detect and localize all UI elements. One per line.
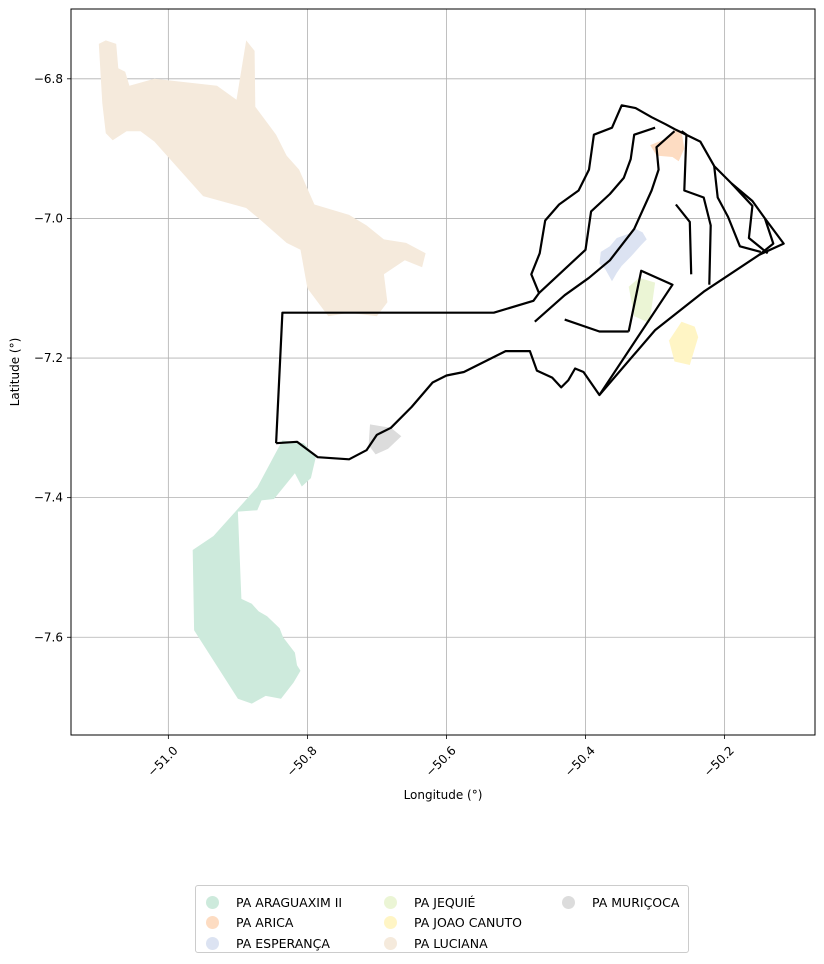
y-axis-label: Latitude (°)	[8, 338, 22, 407]
x-tick-label: −50.4	[562, 743, 598, 779]
area-pa-jequie	[628, 277, 656, 324]
legend-label: PA JOAO CANUTO	[414, 915, 522, 931]
internal-boundary-line	[680, 130, 712, 285]
y-tick-label: −7.2	[34, 351, 63, 365]
legend-swatch	[206, 936, 219, 950]
legend-label: PA JEQUIÉ	[414, 894, 476, 910]
area-pa-joao-canuto	[669, 321, 699, 365]
legend-item: PA JOAO CANUTO	[384, 913, 562, 934]
legend-item: PA ESPERANÇA	[206, 933, 384, 954]
legend-swatch	[384, 916, 397, 930]
x-tick-label: −50.6	[423, 743, 459, 779]
area-pa-araguaxim-ii	[192, 440, 316, 704]
legend-item: PA MURIÇOCA	[562, 892, 692, 913]
y-tick-label: −6.8	[34, 72, 63, 86]
area-pa-luciana	[98, 40, 426, 317]
plot-frame	[70, 8, 816, 736]
internal-boundary-line	[713, 165, 762, 253]
legend-swatch	[384, 895, 397, 909]
internal-boundary-line	[675, 203, 693, 275]
legend-label: PA ARAGUAXIM II	[236, 894, 343, 910]
x-tick-label: −50.2	[701, 743, 737, 779]
grid-lines	[71, 9, 815, 735]
area-pa-esperanca	[599, 228, 647, 282]
internal-boundary-line	[730, 182, 769, 255]
area-pa-arica	[650, 129, 685, 162]
boundary-outline	[275, 104, 785, 461]
legend-item: PA JEQUIÉ	[384, 892, 562, 913]
legend-label: PA MURIÇOCA	[592, 894, 680, 910]
x-axis-label: Longitude (°)	[404, 788, 483, 802]
internal-boundary-line	[598, 269, 674, 396]
legend-swatch	[206, 916, 219, 930]
x-tick-label: −51.0	[145, 743, 181, 779]
legend-item: PA ARAGUAXIM II	[206, 892, 384, 913]
legend-label: PA ESPERANÇA	[236, 935, 330, 951]
legend-swatch	[384, 936, 397, 950]
area-pa-muricoca	[368, 424, 402, 455]
legend-item: PA ARICA	[206, 913, 384, 934]
x-axis-ticks: −51.0 −50.8 −50.6 −50.4 −50.2	[145, 735, 737, 779]
y-axis-ticks: −6.8 −7.0 −7.2 −7.4 −7.6	[34, 72, 71, 644]
internal-boundary-line	[564, 318, 629, 333]
legend-label: PA LUCIANA	[414, 935, 488, 951]
legend: PA ARAGUAXIM II PA ARICA PA ESPERANÇA PA JE…	[195, 885, 689, 953]
internal-boundary-line	[538, 126, 656, 294]
internal-boundary-line	[758, 218, 775, 256]
legend-item: PA LUCIANA	[384, 933, 562, 954]
y-tick-label: −7.4	[34, 491, 63, 505]
legend-swatch	[562, 895, 575, 909]
internal-boundary-line	[534, 130, 676, 323]
y-tick-label: −7.0	[34, 211, 63, 225]
legend-swatch	[206, 895, 219, 909]
municipality-outline	[275, 104, 785, 461]
x-tick-label: −50.8	[284, 743, 320, 779]
settlement-areas	[98, 40, 699, 704]
legend-label: PA ARICA	[236, 915, 294, 931]
y-tick-label: −7.6	[34, 630, 63, 644]
